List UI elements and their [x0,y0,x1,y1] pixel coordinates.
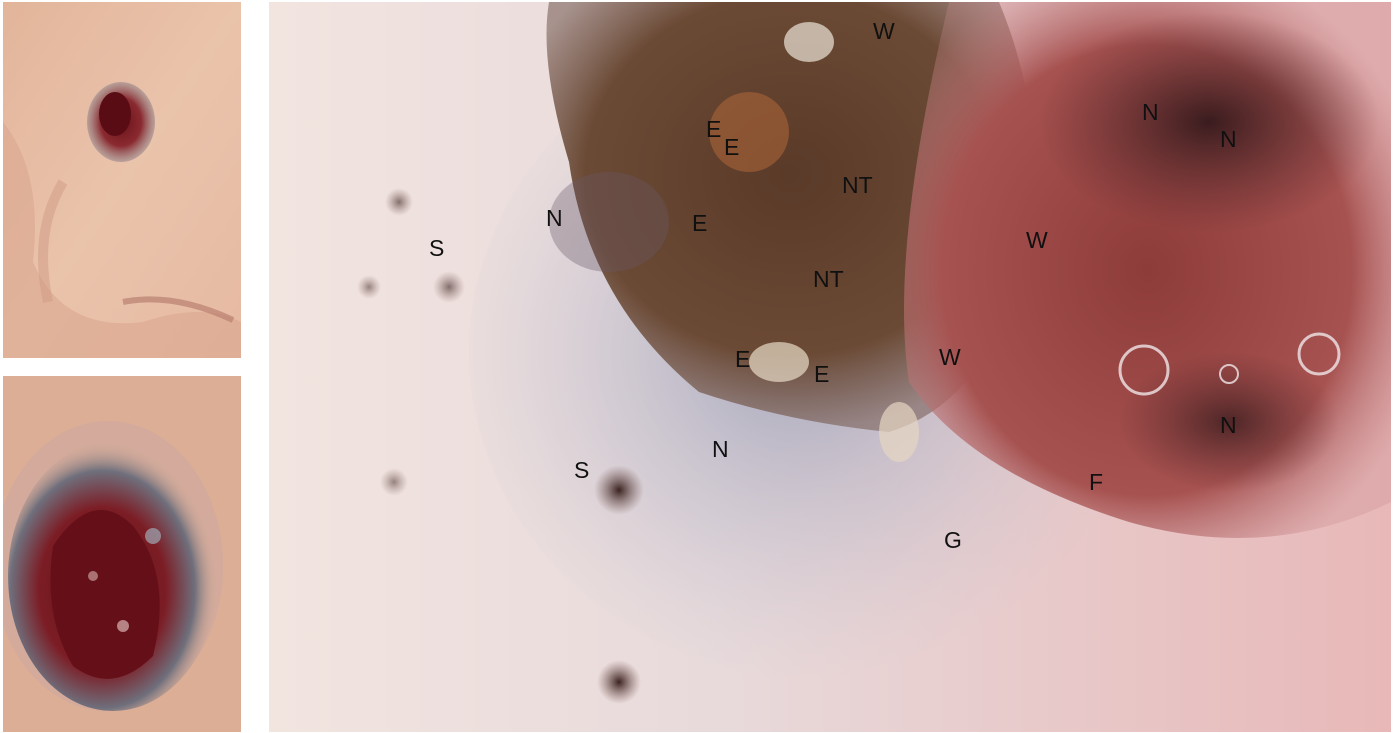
label-W-top: W [873,18,895,44]
label-N-top1: N [1142,99,1159,125]
clinical-photo-nose [3,2,241,358]
label-E-2: E [724,134,740,160]
label-E-4: E [735,346,751,372]
label-NT-1: NT [842,172,873,198]
label-S-1: S [429,235,445,261]
label-F: F [1089,469,1104,495]
label-E-5: E [814,361,830,387]
label-N-bottom: N [712,436,729,462]
label-E-3: E [692,210,708,236]
label-W-low: W [939,344,961,370]
label-W-mid: W [1026,227,1048,253]
label-NT-2: NT [813,266,844,292]
label-E-1: E [706,116,722,142]
dermoscopy-image: W N N E E NT E N S W NT E W E N N S F G [269,2,1391,732]
label-N-top2: N [1220,126,1237,152]
label-S-2: S [574,457,590,483]
clinical-photo-closeup [3,376,241,732]
label-N-left: N [546,205,563,231]
label-G: G [944,527,962,553]
label-N-right: N [1220,412,1237,438]
